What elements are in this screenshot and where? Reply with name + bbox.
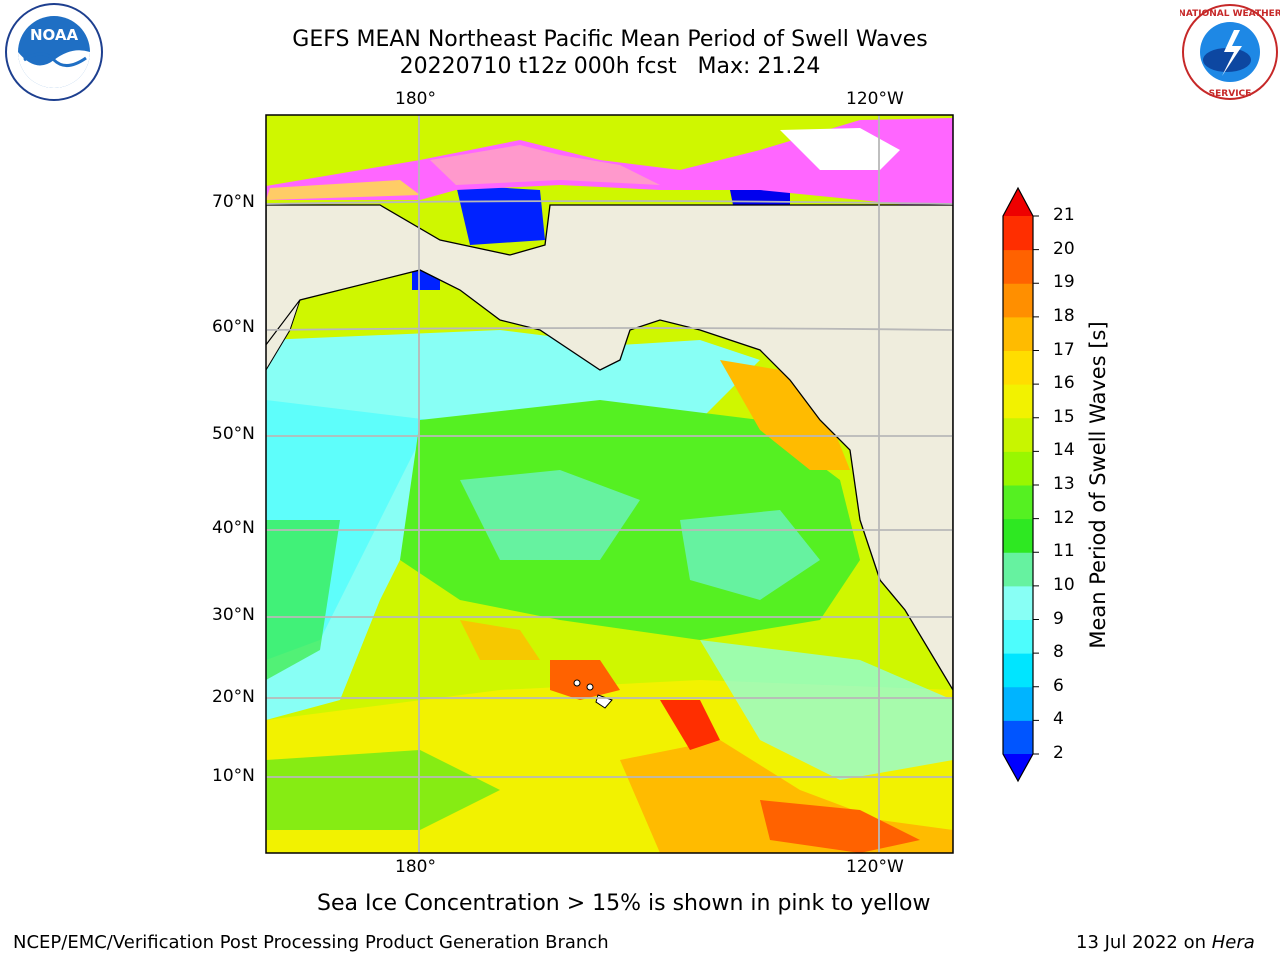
gridlines (266, 115, 953, 853)
nws-logo: NATIONAL WEATHER SERVICE (1180, 4, 1280, 100)
land-hawaii-2 (586, 683, 594, 691)
sea-ice-light-pink (430, 145, 660, 185)
colorbar-extend-over (1003, 188, 1033, 216)
colorbar-segment (1003, 216, 1033, 251)
lat-label-20n: 20°N (212, 687, 255, 707)
colorbar-segment (1003, 350, 1033, 385)
colorbar-segment (1003, 384, 1033, 419)
colorbar-segment (1003, 585, 1033, 620)
colorbar-segment (1003, 686, 1033, 721)
lat-label-30n: 30°N (212, 605, 255, 625)
colorbar-tick-label: 13 (1053, 474, 1075, 494)
colorbar-tick-label: 17 (1053, 339, 1075, 360)
lat-label-10n: 10°N (212, 766, 255, 786)
colorbar-tick-label: 4 (1053, 709, 1064, 730)
noaa-logo: NOAA (5, 3, 103, 101)
swell-zone-mint-east (680, 510, 820, 600)
chart-subtitle: 20220710 t12z 000h fcst Max: 21.24 (399, 54, 821, 79)
chart-title: GEFS MEAN Northeast Pacific Mean Period … (292, 27, 928, 52)
lon-label-bottom-180: 180° (395, 857, 436, 877)
swell-zone-green-west (266, 520, 340, 680)
colorbar-tick-label: 19 (1053, 272, 1075, 293)
colorbar-segment (1003, 249, 1033, 284)
footer-machine: Hera (1211, 932, 1255, 953)
colorbar-tick-label: 9 (1053, 608, 1064, 629)
colorbar-segment (1003, 283, 1033, 318)
colorbar-tick-label: 6 (1053, 675, 1064, 696)
lat-label-70n: 70°N (212, 192, 255, 212)
colorbar-segment (1003, 451, 1033, 486)
colorbar-tick-label: 8 (1053, 642, 1064, 663)
sea-ice-gap (780, 128, 900, 170)
colorbar-tick-label: 12 (1053, 507, 1075, 528)
lat-label-40n: 40°N (212, 518, 255, 538)
footer-organization: NCEP/EMC/Verification Post Processing Pr… (13, 932, 609, 953)
swell-zone-mint-central (460, 470, 640, 560)
colorbar-tick-label: 18 (1053, 305, 1075, 326)
svg-text:NATIONAL WEATHER: NATIONAL WEATHER (1180, 9, 1280, 19)
colorbar-tick-label: 15 (1053, 406, 1075, 427)
footer-date: 13 Jul 2022 on Hera (1076, 932, 1255, 953)
colorbar-segment (1003, 518, 1033, 553)
colorbar-tick-label: 2 (1053, 743, 1064, 763)
colorbar-extend-under (1003, 754, 1033, 781)
colorbar-segment (1003, 552, 1033, 587)
lon-label-top-180: 180° (395, 89, 436, 109)
colorbar-title: Mean Period of Swell Waves [s] (1086, 321, 1110, 649)
lat-label-50n: 50°N (212, 424, 255, 444)
svg-text:NOAA: NOAA (30, 26, 79, 44)
lon-label-bottom-120w: 120°W (846, 857, 904, 877)
colorbar-segment (1003, 720, 1033, 755)
lon-label-top-120w: 120°W (846, 89, 904, 109)
colorbar-tick-label: 14 (1053, 440, 1075, 461)
colorbar-segment (1003, 653, 1033, 688)
sea-ice-note: Sea Ice Concentration > 15% is shown in … (317, 891, 931, 916)
swell-zone-red-hawaii (550, 660, 620, 700)
land-north-america-asia (266, 204, 953, 692)
colorbar-segment (1003, 417, 1033, 452)
colorbar-segment (1003, 316, 1033, 351)
colorbar-tick-label: 10 (1053, 574, 1075, 595)
colorbar-segment (1003, 619, 1033, 654)
colorbar-tick-label: 20 (1053, 238, 1075, 259)
svg-text:SERVICE: SERVICE (1209, 89, 1252, 99)
colorbar-tick-label: 11 (1053, 541, 1075, 562)
colorbar-tick-label: 16 (1053, 373, 1075, 394)
swell-zone-cyan-southeast (700, 640, 953, 780)
swell-zone-green-southwest (266, 750, 500, 830)
colorbar-tick-label: 21 (1053, 205, 1075, 225)
land-hawaii-1 (573, 679, 581, 687)
map-frame (265, 114, 954, 854)
swell-zone-red-south (760, 800, 920, 853)
colorbar-segment (1003, 485, 1033, 520)
swell-zone-blue-chukchi (456, 185, 545, 245)
swell-zone-orange-coast (720, 360, 850, 470)
swell-zone-orange-central (460, 620, 540, 660)
swell-zone-red-hawaii-east (660, 700, 720, 750)
footer-date-text: 13 Jul 2022 on (1076, 932, 1212, 953)
sea-ice-yellow (266, 180, 420, 200)
lat-label-60n: 60°N (212, 317, 255, 337)
